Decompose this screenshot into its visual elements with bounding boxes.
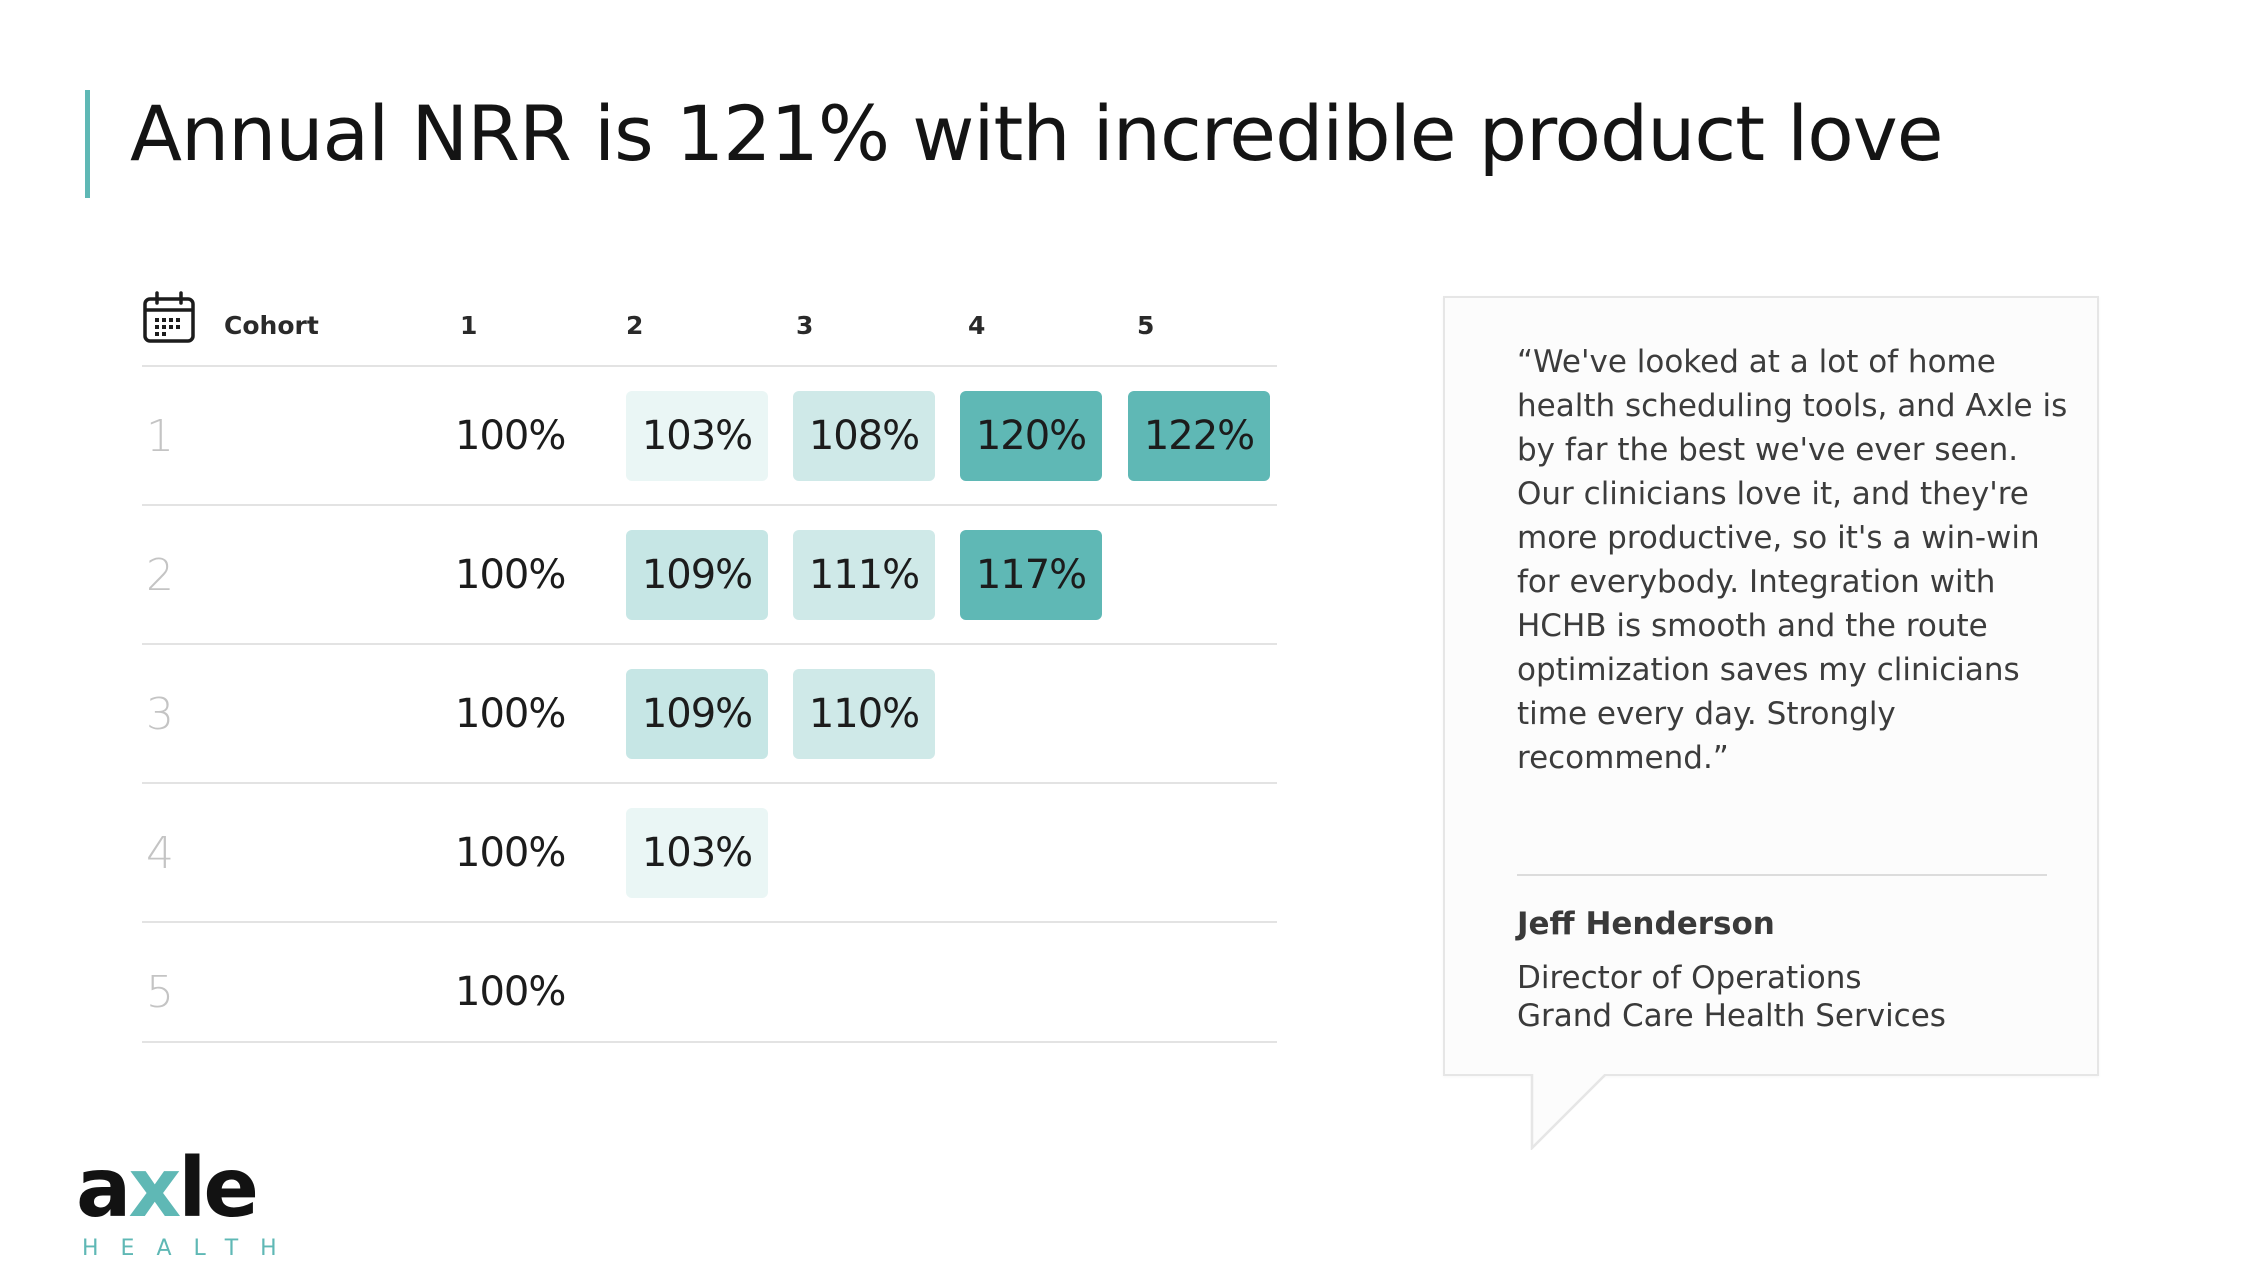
cell-value: 110% xyxy=(793,669,935,759)
cell-value: 100% xyxy=(455,830,566,876)
row-label: 4 xyxy=(146,828,174,879)
row-label: 2 xyxy=(146,550,174,601)
table-row: 4 100% 103% xyxy=(142,784,1277,923)
cell-value: 103% xyxy=(626,808,768,898)
row-label: 3 xyxy=(146,689,174,740)
cell-value: 103% xyxy=(626,391,768,481)
logo-letter-a: a xyxy=(76,1141,131,1236)
cell-value: 100% xyxy=(455,413,566,459)
logo-wordmark: axle xyxy=(76,1148,299,1230)
header-col-2: 2 xyxy=(626,311,644,340)
logo-letter-x: x xyxy=(128,1141,181,1236)
cohort-retention-table: Cohort 1 2 3 4 5 1 100% 103% 108% 120% 1… xyxy=(142,285,1277,1043)
cell-value: 122% xyxy=(1128,391,1270,481)
cell-value: 108% xyxy=(793,391,935,481)
table-row: 5 100% xyxy=(142,923,1277,1043)
table-row: 1 100% 103% 108% 120% 122% xyxy=(142,367,1277,506)
testimonial-role: Director of Operations xyxy=(1517,960,1862,996)
logo-letters-le: le xyxy=(178,1141,259,1236)
title-accent-bar xyxy=(85,90,90,198)
header-col-3: 3 xyxy=(796,311,814,340)
speech-bubble-tail xyxy=(1530,1074,1607,1150)
testimonial-quote: “We've looked at a lot of home health sc… xyxy=(1517,344,2068,776)
cell-value: 117% xyxy=(960,530,1102,620)
cell-value: 100% xyxy=(455,552,566,598)
cell-value: 120% xyxy=(960,391,1102,481)
header-col-4: 4 xyxy=(968,311,986,340)
cell-value: 111% xyxy=(793,530,935,620)
axle-health-logo: axle HEALTH xyxy=(76,1148,299,1262)
cell-value: 109% xyxy=(626,530,768,620)
header-col-1: 1 xyxy=(460,311,478,340)
cell-value: 100% xyxy=(455,969,566,1015)
divider xyxy=(1517,874,2047,876)
testimonial-author: Jeff Henderson xyxy=(1517,906,1775,942)
calendar-icon xyxy=(143,291,195,343)
testimonial-organization: Grand Care Health Services xyxy=(1517,998,1946,1034)
row-label: 5 xyxy=(146,967,174,1018)
page-title: Annual NRR is 121% with incredible produ… xyxy=(130,89,1944,178)
header-cohort: Cohort xyxy=(224,311,319,340)
cell-value: 100% xyxy=(455,691,566,737)
cell-value: 109% xyxy=(626,669,768,759)
row-label: 1 xyxy=(146,411,174,462)
header-col-5: 5 xyxy=(1137,311,1155,340)
logo-subtitle: HEALTH xyxy=(82,1236,299,1261)
table-header: Cohort 1 2 3 4 5 xyxy=(142,285,1277,367)
table-row: 2 100% 109% 111% 117% xyxy=(142,506,1277,645)
testimonial-card: “We've looked at a lot of home health sc… xyxy=(1443,296,2099,1076)
table-row: 3 100% 109% 110% xyxy=(142,645,1277,784)
